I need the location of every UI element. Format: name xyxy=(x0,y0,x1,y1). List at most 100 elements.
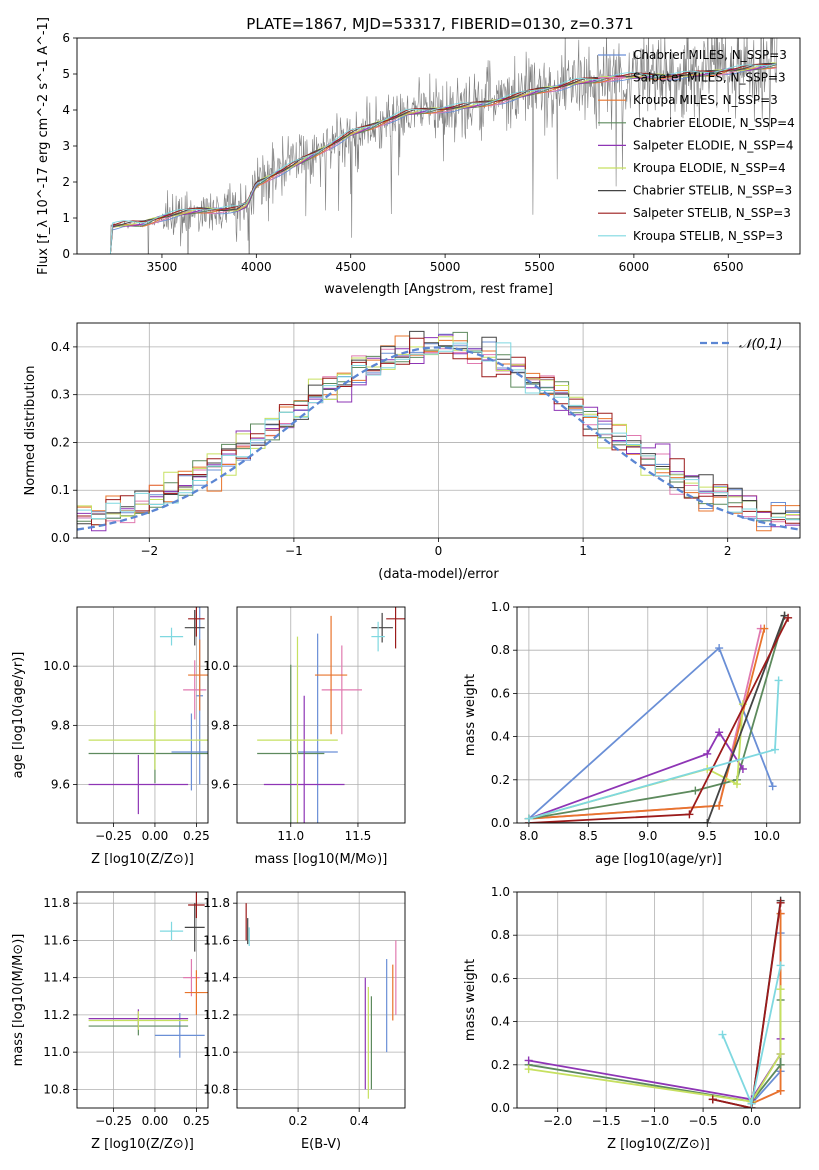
model-spectrum-kroupa_elodie xyxy=(108,62,777,254)
errorbars xyxy=(245,903,397,1099)
legend-label-salpeter_elodie: Salpeter ELODIE, N_SSP=4 xyxy=(633,138,794,152)
x-tick-label: 0.0 xyxy=(742,1114,761,1128)
x-tick-label: 2 xyxy=(724,544,732,558)
x-tick-label: 0.00 xyxy=(142,829,169,843)
y-axis-label: mass [log10(M/M⊙)] xyxy=(11,934,26,1067)
y-tick-label: 0.2 xyxy=(491,773,510,787)
plot-frame xyxy=(76,37,801,255)
y-tick-label: 0.0 xyxy=(491,1101,510,1115)
x-tick-label: 0.00 xyxy=(142,1114,169,1128)
x-tick-label: −1.5 xyxy=(592,1114,621,1128)
x-axis-label: (data-model)/error xyxy=(378,567,499,582)
y-tick-label: 10.8 xyxy=(43,1082,70,1096)
y-tick-label: 9.8 xyxy=(211,718,230,732)
plot-frame xyxy=(76,606,209,824)
x-tick-label: −1 xyxy=(285,544,303,558)
errorbars xyxy=(88,892,208,1058)
model-spectrum-chabrier_stelib xyxy=(108,63,777,254)
y-tick-label: 9.6 xyxy=(211,778,230,792)
x-tick-label: 0 xyxy=(435,544,443,558)
chart-mass_vs_ebv: 0.2 0.4 10.8 11.0 11.2 11.4 11.6 11.8 E(B-V) xyxy=(203,891,406,1152)
model-spectrum-salpeter_miles xyxy=(108,67,777,254)
x-tick-label: 6500 xyxy=(713,260,744,274)
x-tick-label: 10.0 xyxy=(753,829,780,843)
spectrum-lines xyxy=(108,38,778,254)
y-tick-label: 10.8 xyxy=(203,1082,230,1096)
plot-frame xyxy=(236,891,406,1109)
x-tick-label: 9.5 xyxy=(698,829,717,843)
y-tick-label: 11.4 xyxy=(203,971,230,985)
y-tick-label: 2 xyxy=(62,175,70,189)
y-tick-label: 11.0 xyxy=(43,1045,70,1059)
histogram-chabrier_stelib xyxy=(77,330,800,525)
y-tick-label: 3 xyxy=(62,139,70,153)
y-axis-label: age [log10(age/yr)] xyxy=(11,652,26,779)
y-tick-label: 11.8 xyxy=(203,896,230,910)
y-tick-label: 11.4 xyxy=(43,971,70,985)
y-tick-label: 1 xyxy=(62,211,70,225)
y-tick-label: 0.3 xyxy=(51,388,70,402)
x-tick-label: 1 xyxy=(579,544,587,558)
y-tick-label: 4 xyxy=(62,103,70,117)
y-tick-label: 0.0 xyxy=(491,816,510,830)
y-axis-label: mass weight xyxy=(463,674,478,756)
y-tick-label: 0.4 xyxy=(51,340,70,354)
x-tick-label: 4000 xyxy=(241,260,272,274)
x-tick-label: 8.5 xyxy=(579,829,598,843)
errorbars xyxy=(257,607,405,823)
y-axis-label: Flux [f_λ 10^-17 erg cm^-2 s^-1 A^-1] xyxy=(36,17,51,275)
x-tick-label: 8.0 xyxy=(519,829,538,843)
y-tick-label: 0 xyxy=(62,247,70,261)
y-tick-label: 0.1 xyxy=(51,483,70,497)
series-line-salpeter_miles xyxy=(528,628,762,820)
x-tick-label: 11.5 xyxy=(345,829,372,843)
series-line-kroupa_miles xyxy=(528,628,766,820)
x-axis-label: Z [log10(Z/Z⊙)] xyxy=(607,1137,710,1152)
y-tick-label: 10.0 xyxy=(43,659,70,673)
chart-age_vs_Z: −0.25 0.00 0.25 9.6 9.8 10.0 Z [log10(Z/Z⊙)] ag… xyxy=(11,606,210,867)
legend-label-salpeter_stelib: Salpeter STELIB, N_SSP=3 xyxy=(633,206,791,220)
y-tick-label: 6 xyxy=(62,31,70,45)
x-axis-label: E(B-V) xyxy=(301,1137,341,1152)
x-tick-label: −2.0 xyxy=(543,1114,572,1128)
plot-frame xyxy=(76,322,801,539)
series-line-salpeter_stelib xyxy=(528,617,789,823)
x-tick-label: 11.0 xyxy=(277,829,304,843)
series-line-kroupa_elodie xyxy=(528,989,782,1103)
y-tick-label: 9.6 xyxy=(51,778,70,792)
weight-lines xyxy=(524,611,793,823)
y-tick-label: 11.2 xyxy=(43,1008,70,1022)
page-title: PLATE=1867, MJD=53317, FIBERID=0130, z=0… xyxy=(246,15,633,33)
legend-label-chabrier_miles: Chabrier MILES, N_SSP=3 xyxy=(633,48,787,62)
x-tick-label: 0.2 xyxy=(289,1114,308,1128)
model-spectrum-kroupa_stelib xyxy=(108,63,777,254)
y-axis-label: mass weight xyxy=(463,959,478,1041)
x-axis-label: Z [log10(Z/Z⊙)] xyxy=(91,1137,194,1152)
x-axis-label: age [log10(age/yr)] xyxy=(595,852,722,867)
y-tick-label: 0.4 xyxy=(491,1015,510,1029)
y-tick-label: 1.0 xyxy=(491,600,510,614)
x-axis-label: mass [log10(M/M⊙)] xyxy=(255,852,388,867)
legend-label-chabrier_elodie: Chabrier ELODIE, N_SSP=4 xyxy=(633,116,795,130)
plot-frame xyxy=(76,891,209,1109)
plot-frame xyxy=(516,606,801,824)
legend-label-kroupa_miles: Kroupa MILES, N_SSP=3 xyxy=(633,93,778,107)
chart-mass_vs_Z: −0.25 0.00 0.25 10.8 11.0 11.2 11.4 11.6 11.8 Z [… xyxy=(11,891,210,1152)
series-line-salpeter_elodie xyxy=(528,730,744,820)
x-tick-label: −0.25 xyxy=(95,1114,132,1128)
chart-weight_vs_Z: −2.0 −1.5 −1.0 −0.5 0.0 0.0 0.2 0.4 0.6 0.8 1.0 Z [… xyxy=(463,885,801,1152)
y-tick-label: 11.6 xyxy=(43,933,70,947)
x-axis-label: wavelength [Angstrom, rest frame] xyxy=(324,282,553,297)
chart-spectrum: 3500 4000 4500 5000 5500 6000 6500 0 1 2 3 4 5 6 wavel… xyxy=(36,17,801,297)
errorbars xyxy=(88,607,208,815)
y-tick-label: 0.2 xyxy=(51,435,70,449)
y-tick-label: 0.8 xyxy=(491,643,510,657)
residual-histograms xyxy=(77,330,800,532)
y-tick-label: 9.8 xyxy=(51,718,70,732)
model-spectrum-salpeter_elodie xyxy=(108,62,777,254)
plot-frame xyxy=(516,891,801,1109)
weight-lines xyxy=(524,896,785,1108)
normal-curve xyxy=(77,346,800,531)
legend-label-kroupa_stelib: Kroupa STELIB, N_SSP=3 xyxy=(633,229,783,243)
